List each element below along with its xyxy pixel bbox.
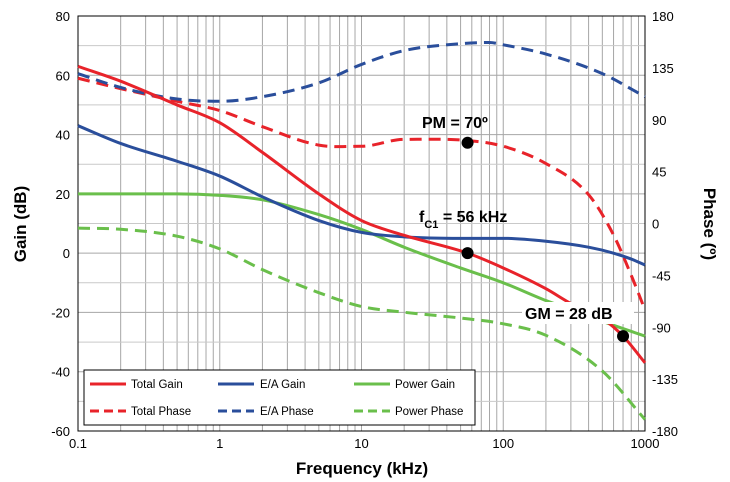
y2-tick-label: -45 xyxy=(652,268,671,283)
phase-margin-annotation: PM = 70º xyxy=(422,115,488,132)
crossover-f-symbol: f xyxy=(419,209,425,226)
y2-tick-label: 90 xyxy=(652,113,666,128)
legend-label-total-phase: Total Phase xyxy=(131,406,191,418)
y-tick-labels: -60 -40 -20 0 20 40 60 80 xyxy=(51,9,70,439)
y-tick-label: 60 xyxy=(56,68,70,83)
legend-label-power-phase: Power Phase xyxy=(395,406,463,418)
plot-frame xyxy=(77,15,646,432)
gain-margin-annotation: GM = 28 dB xyxy=(525,306,613,323)
y2-tick-label: 45 xyxy=(652,165,666,180)
crossover-value: = 56 kHz xyxy=(438,209,507,226)
x-tick-label: 0.1 xyxy=(69,436,87,451)
x-tick-label: 1000 xyxy=(631,436,660,451)
y-tick-label: 80 xyxy=(56,9,70,24)
y2-tick-label: 180 xyxy=(652,9,674,24)
phase-margin-marker xyxy=(461,136,474,149)
y2-tick-label: 135 xyxy=(652,61,674,76)
y2-tick-label: -90 xyxy=(652,320,671,335)
y2-tick-label: -135 xyxy=(652,372,678,387)
grid xyxy=(77,15,645,432)
series-power-phase xyxy=(77,226,647,421)
legend-label-total-gain: Total Gain xyxy=(131,379,183,391)
y-tick-label: 20 xyxy=(56,187,70,202)
y-tick-label: -40 xyxy=(51,365,70,380)
x-tick-label: 1 xyxy=(216,436,223,451)
y-tick-label: -20 xyxy=(51,305,70,320)
x-tick-label: 10 xyxy=(354,436,368,451)
legend-label-ea-phase: E/A Phase xyxy=(260,406,314,418)
series-total-phase xyxy=(77,76,647,311)
legend: Total Gain E/A Gain Power Gain Total Pha… xyxy=(83,369,476,426)
y-axis-title: Gain (dB) xyxy=(11,186,30,263)
y2-axis-title: Phase (º) xyxy=(700,188,719,260)
y-tick-label: 0 xyxy=(63,246,70,261)
x-tick-labels: 0.1 1 10 100 1000 xyxy=(69,436,660,451)
y-tick-label: -60 xyxy=(51,424,70,439)
y2-tick-label: -180 xyxy=(652,424,678,439)
marker-layer xyxy=(461,136,630,343)
legend-label-power-gain: Power Gain xyxy=(395,379,455,391)
y2-tick-label: 0 xyxy=(652,217,659,232)
x-tick-label: 100 xyxy=(492,436,514,451)
gain-margin-label-background xyxy=(522,302,634,324)
crossover-marker xyxy=(461,247,474,260)
x-axis-title: Frequency (kHz) xyxy=(296,459,428,478)
y-tick-label: 40 xyxy=(56,128,70,143)
legend-box xyxy=(83,369,476,426)
crossover-subscript: C1 xyxy=(424,219,438,231)
series-e-a-phase xyxy=(77,41,646,103)
y2-tick-labels: -180 -135 -90 -45 0 45 90 135 180 xyxy=(652,9,678,439)
crossover-frequency-annotation: fC1 = 56 kHz xyxy=(419,209,507,231)
gain-margin-marker xyxy=(617,330,630,343)
legend-label-ea-gain: E/A Gain xyxy=(260,379,305,391)
